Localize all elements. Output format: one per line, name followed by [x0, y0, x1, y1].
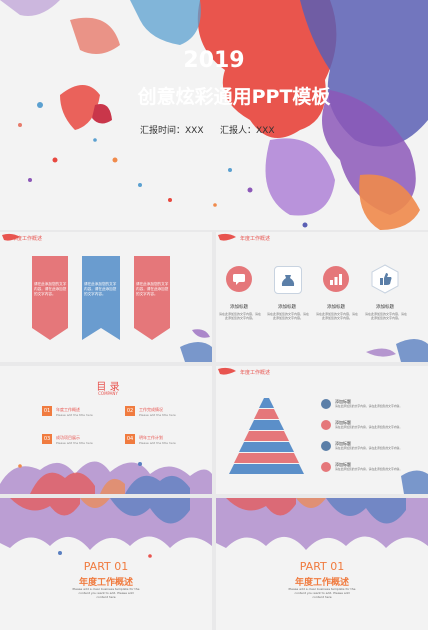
toc-subtitle: COMPANY [98, 391, 118, 396]
toc-number: 03 [43, 436, 51, 442]
part-desc-1: Please add a clear business template for… [288, 587, 356, 591]
item-title-2: 添加标题 [335, 420, 351, 425]
toc-number-badge: 02 [125, 406, 135, 416]
part-label: PART 01 [299, 560, 345, 573]
item-icon-bg-2 [274, 266, 302, 294]
slide-decor [216, 498, 428, 550]
item-desc-2: 请在此添加您的文字内容，请在此添加您的文字内容。 [267, 312, 310, 320]
slide-decor [2, 233, 212, 362]
item-desc-4: 请在此添加您的文字内容，请在此添加您的文字内容。 [365, 312, 408, 320]
item-title-4: 添加标题 [335, 462, 351, 467]
toc-item-sub: Please add the title here [56, 441, 93, 445]
slide-pyramid[interactable]: 年度工作概述 添加标题 请在此添加您的文字内容，请在此添加您的文字内容。 添加标… [216, 366, 428, 494]
item-title-4: 添加标题 [376, 305, 394, 310]
pin-icon [321, 399, 331, 409]
toc-number-badge: 03 [42, 434, 52, 444]
item-title-3: 添加标题 [335, 441, 351, 446]
toc-item-title[interactable]: 年度工作概述 [56, 407, 80, 412]
toc-title: 目 录 [96, 382, 120, 393]
cover-year: 2019 [183, 48, 245, 73]
reporter: 汇报人：XXX [220, 126, 275, 136]
pin-icon [321, 462, 331, 472]
pin-icon [321, 441, 331, 451]
item-icon-bg-1 [226, 266, 252, 292]
item-title-1: 添加标题 [230, 305, 248, 310]
item-title-2: 添加标题 [278, 305, 296, 310]
report-time: 汇报时间：XXX [140, 126, 204, 136]
toc-item-sub: Please add the title here [139, 413, 176, 417]
toc-item-title[interactable]: 工作完成情况 [139, 407, 163, 412]
item-desc-2: 请在此添加您的文字内容，请在此添加您的文字内容。 [335, 425, 403, 429]
item-desc-1: 请在此添加您的文字内容，请在此添加您的文字内容。 [219, 312, 262, 320]
thumbs-up-icon [371, 264, 399, 294]
section-label: 年度工作概述 [240, 370, 271, 376]
slide-decor [0, 498, 212, 558]
part-desc-2: content you want to add. Please add [294, 591, 350, 595]
toc-number: 01 [43, 408, 51, 414]
bar-chart-icon [330, 274, 342, 285]
slide-overview-columns[interactable]: 年度工作概述 请在此添加您的文字内容，请在此添加您的文字内容。 请在此添加您的文… [0, 232, 212, 362]
toc-item-title[interactable]: 明年工作计划 [139, 435, 163, 440]
slide-part-divider[interactable]: PART 01 年度工作概述 Please add a clear busine… [216, 498, 428, 630]
item-title-1: 添加标题 [335, 399, 351, 404]
paint-splash-art [0, 0, 428, 230]
section-label: 年度工作概述 [12, 236, 43, 242]
toc-number: 04 [126, 436, 134, 442]
column-text-2: 请在此添加您的文字内容，请在此添加您的文字内容。 [84, 282, 117, 296]
slide-decor [218, 367, 428, 494]
item-desc-4: 请在此添加您的文字内容，请在此添加您的文字内容。 [335, 467, 403, 471]
chat-icon [233, 274, 245, 285]
pin-icon [321, 420, 331, 430]
item-icon-bg-3 [323, 266, 349, 292]
toc-item-title[interactable]: 成功项目展示 [56, 435, 80, 440]
part-desc-3: content here [312, 595, 332, 599]
part-title: 年度工作概述 [78, 578, 134, 588]
part-label: PART 01 [83, 560, 129, 573]
slide-part-divider[interactable]: PART 01 年度工作概述 Please add a clear busine… [0, 498, 212, 630]
slide-icon-items[interactable]: 年度工作概述 添加标题 添加标题 添加标题 添加标题 请在此添加您的文字内容，请… [216, 232, 428, 362]
toc-number-badge: 04 [125, 434, 135, 444]
toc-number-badge: 01 [42, 406, 52, 416]
item-desc-3: 请在此添加您的文字内容，请在此添加您的文字内容。 [335, 446, 403, 450]
cover-slide[interactable]: 2019 创意炫彩通用PPT模板 汇报时间：XXX 汇报人：XXX [0, 0, 428, 230]
part-desc-1: Please add a clear business template for… [72, 587, 140, 591]
part-desc-2: content you want to add. Please add [78, 591, 134, 595]
money-bag-icon [281, 275, 295, 286]
part-desc-3: content here [96, 595, 116, 599]
pyramid-chart [229, 398, 304, 474]
toc-item-sub: Please add the title here [139, 441, 176, 445]
column-text-3: 请在此添加您的文字内容，请在此添加您的文字内容。 [136, 282, 169, 296]
item-icon-bg-4 [370, 264, 400, 294]
item-desc-3: 请在此添加您的文字内容，请在此添加您的文字内容。 [316, 312, 359, 320]
section-label: 年度工作概述 [240, 236, 271, 242]
toc-number: 02 [126, 408, 134, 414]
cover-title: 创意炫彩通用PPT模板 [137, 86, 331, 108]
slide-decor [218, 233, 428, 362]
toc-item-sub: Please add the title here [56, 413, 93, 417]
part-title: 年度工作概述 [294, 578, 350, 588]
item-title-3: 添加标题 [327, 305, 345, 310]
slide-table-of-contents[interactable]: 目 录 COMPANY 01 年度工作概述 Please add the tit… [0, 366, 212, 494]
slide-decor [0, 461, 212, 494]
column-text-1: 请在此添加您的文字内容，请在此添加您的文字内容。 [34, 282, 67, 296]
item-desc-1: 请在此添加您的文字内容，请在此添加您的文字内容。 [335, 404, 403, 408]
